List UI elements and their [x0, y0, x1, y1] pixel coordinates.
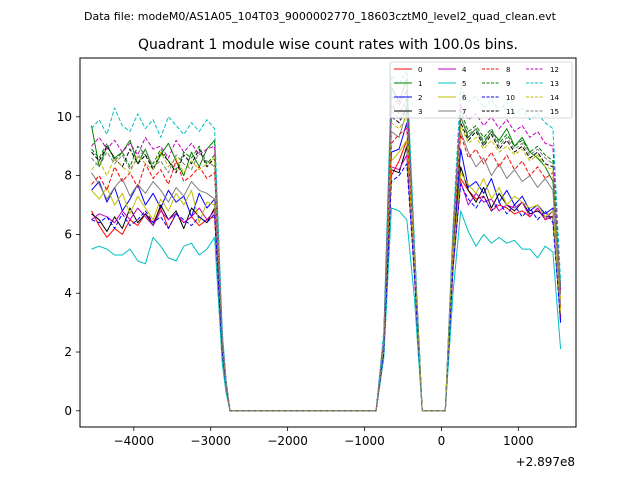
legend-label-5: 5 [462, 80, 466, 88]
legend-label-10: 10 [506, 94, 515, 102]
legend-label-0: 0 [418, 66, 422, 74]
series-line-7 [91, 110, 562, 412]
y-tick-label: 0 [64, 404, 72, 418]
chart-title: Quadrant 1 module wise count rates with … [138, 37, 518, 53]
y-axis: 0 2 4 6 8 10 [57, 110, 80, 418]
y-tick-label: 6 [64, 227, 72, 241]
series-line-1 [91, 78, 562, 412]
series-line-14 [91, 116, 562, 412]
series-line-4 [91, 154, 562, 412]
legend-label-15: 15 [550, 108, 559, 116]
series-line-8 [91, 128, 562, 412]
series-line-13 [91, 69, 562, 412]
legend-label-12: 12 [550, 66, 559, 74]
x-tick-label: 1000 [503, 434, 534, 448]
legend-frame [389, 61, 573, 119]
y-tick-label: 2 [64, 345, 72, 359]
series-line-15 [91, 104, 562, 412]
y-tick-label: 10 [57, 110, 72, 124]
series-line-11 [91, 107, 562, 412]
legend-label-1: 1 [418, 80, 422, 88]
y-tick-label: 8 [64, 169, 72, 183]
series-line-3 [91, 145, 562, 412]
legend-label-14: 14 [550, 94, 559, 102]
series-layer [91, 69, 562, 412]
legend-label-7: 7 [462, 108, 466, 116]
legend-label-6: 6 [462, 94, 467, 102]
suptitle: Data file: modeM0/AS1A05_104T03_90000027… [84, 10, 557, 23]
x-tick-label: −2000 [267, 434, 308, 448]
legend-label-3: 3 [418, 108, 422, 116]
legend-label-4: 4 [462, 66, 467, 74]
y-tick-label: 4 [64, 286, 72, 300]
x-tick-label: −1000 [344, 434, 385, 448]
series-line-2 [91, 122, 562, 412]
x-tick-label: 0 [438, 434, 446, 448]
legend-label-8: 8 [506, 66, 510, 74]
series-line-9 [91, 98, 562, 412]
series-line-5 [91, 207, 562, 412]
x-tick-label: −3000 [190, 434, 231, 448]
legend-label-11: 11 [506, 108, 515, 116]
plot-frame [79, 57, 577, 428]
x-tick-label: −4000 [114, 434, 155, 448]
legend-label-13: 13 [550, 80, 559, 88]
series-line-12 [91, 89, 562, 412]
legend-label-2: 2 [418, 94, 422, 102]
x-axis: −4000 −3000 −2000 −1000 0 1000 [114, 427, 534, 448]
x-axis-offset-label: +2.897e8 [516, 455, 575, 469]
legend-label-9: 9 [506, 80, 510, 88]
